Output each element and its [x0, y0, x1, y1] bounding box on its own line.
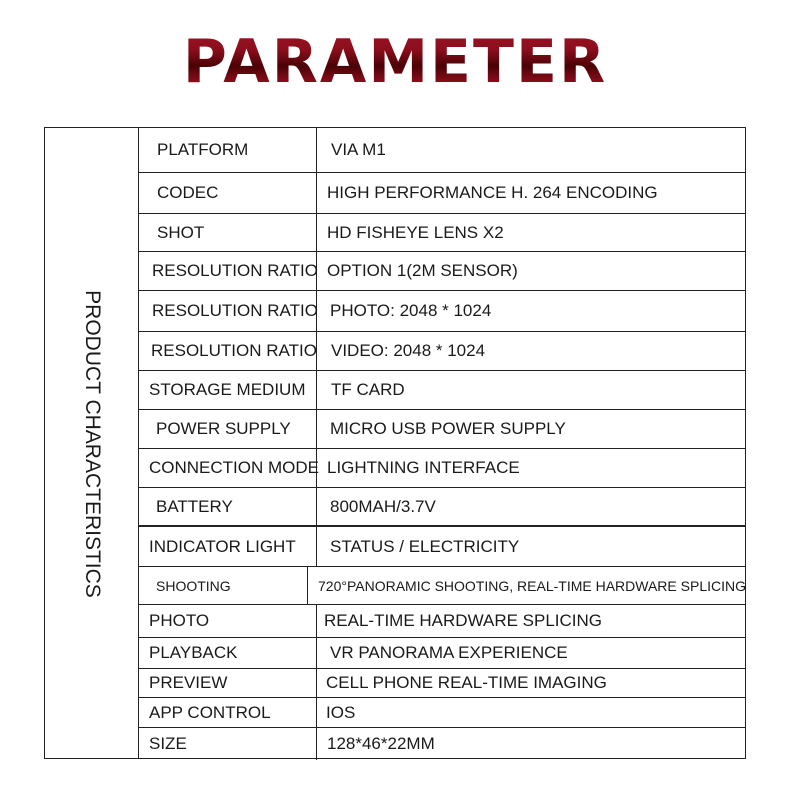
table-row: BATTERY 800MAH/3.7V: [139, 488, 746, 527]
row-value: REAL-TIME HARDWARE SPLICING: [324, 611, 603, 630]
table-row: PREVIEW CELL PHONE REAL-TIME IMAGING: [139, 669, 746, 698]
row-value: LIGHTNING INTERFACE: [327, 458, 520, 477]
row-label: STORAGE MEDIUM: [139, 371, 317, 409]
row-value: PHOTO: 2048 * 1024: [330, 301, 492, 320]
row-label: BATTERY: [139, 488, 317, 525]
row-label: SHOT: [139, 214, 317, 251]
row-value: VIA M1: [331, 140, 386, 159]
row-label: PHOTO: [139, 605, 317, 637]
row-label: SHOOTING: [139, 567, 308, 604]
row-label: INDICATOR LIGHT: [139, 527, 317, 566]
table-row: CODEC HIGH PERFORMANCE H. 264 ENCODING: [139, 173, 746, 214]
row-value: VR PANORAMA EXPERIENCE: [330, 643, 568, 662]
side-header: PRODUCT CHARACTERISTICS: [45, 128, 139, 758]
row-label: PLATFORM: [139, 128, 317, 172]
spec-table: PRODUCT CHARACTERISTICS PLATFORM VIA M1 CO…: [44, 127, 746, 760]
table-row: STORAGE MEDIUM TF CARD: [139, 371, 746, 410]
row-label: CONNECTION MODE: [139, 449, 319, 487]
row-label: PLAYBACK: [139, 638, 317, 668]
table-row: RESOLUTION RATIO PHOTO: 2048 * 1024: [139, 291, 746, 332]
row-value: OPTION 1(2M SENSOR): [327, 261, 518, 280]
table-row: SIZE 128*46*22MM: [139, 728, 746, 760]
row-label: RESOLUTION RATIO: [139, 291, 318, 331]
table-row: CONNECTION MODE LIGHTNING INTERFACE: [139, 449, 746, 488]
row-value: 720°PANORAMIC SHOOTING, REAL-TIME HARDWA…: [318, 577, 746, 594]
row-label: APP CONTROL: [139, 698, 317, 727]
row-label: RESOLUTION RATIO: [139, 332, 317, 370]
row-label: CODEC: [139, 173, 317, 213]
table-row: PLAYBACK VR PANORAMA EXPERIENCE: [139, 638, 746, 669]
row-value: MICRO USB POWER SUPPLY: [330, 419, 566, 438]
row-label: PREVIEW: [139, 669, 317, 697]
row-label: RESOLUTION RATIO: [139, 252, 318, 290]
table-row: APP CONTROL IOS: [139, 698, 746, 728]
table-row: RESOLUTION RATIO VIDEO: 2048 * 1024: [139, 332, 746, 371]
row-label: POWER SUPPLY: [139, 410, 317, 448]
page-title: PARAMETER: [0, 22, 790, 102]
table-row: PHOTO REAL-TIME HARDWARE SPLICING: [139, 605, 746, 638]
table-row: RESOLUTION RATIO OPTION 1(2M SENSOR): [139, 252, 746, 291]
row-value: TF CARD: [331, 380, 405, 399]
table-row: POWER SUPPLY MICRO USB POWER SUPPLY: [139, 410, 746, 449]
row-value: VIDEO: 2048 * 1024: [331, 341, 486, 360]
table-row: SHOOTING 720°PANORAMIC SHOOTING, REAL-TIM…: [139, 567, 746, 605]
row-value: IOS: [326, 702, 356, 722]
table-row: SHOT HD FISHEYE LENS X2: [139, 214, 746, 252]
table-row: PLATFORM VIA M1: [139, 128, 746, 173]
row-value: HD FISHEYE LENS X2: [327, 222, 504, 242]
row-value: 128*46*22MM: [327, 734, 435, 753]
row-value: CELL PHONE REAL-TIME IMAGING: [326, 673, 607, 692]
row-label: SIZE: [139, 728, 317, 760]
row-value: 800MAH/3.7V: [330, 496, 436, 516]
row-value: HIGH PERFORMANCE H. 264 ENCODING: [327, 183, 658, 202]
table-row: INDICATOR LIGHT STATUS / ELECTRICITY: [139, 527, 746, 567]
side-label: PRODUCT CHARACTERISTICS: [81, 290, 104, 598]
row-value: STATUS / ELECTRICITY: [330, 536, 520, 556]
